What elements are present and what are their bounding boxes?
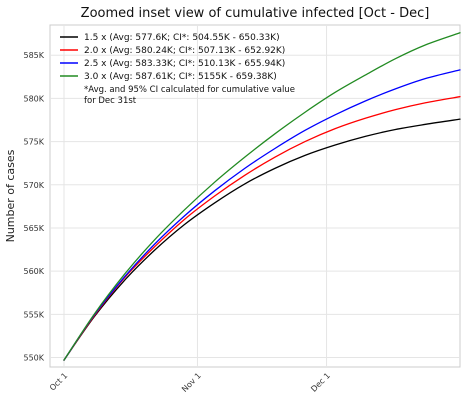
x-tick-label: Oct 1 <box>48 371 70 393</box>
y-tick-label: 585K <box>23 51 44 60</box>
legend-entry: 3.0 x (Avg: 587.61K; CI*: 5155K - 659.38… <box>84 72 277 82</box>
series-line-1 <box>63 118 461 361</box>
x-tick-label: Nov 1 <box>180 371 203 394</box>
y-tick-label: 560K <box>23 267 44 276</box>
y-axis-title: Number of cases <box>4 149 17 242</box>
series-line-4 <box>63 32 461 361</box>
legend-entry: 1.5 x (Avg: 577.6K; CI*: 504.55K - 650.3… <box>84 33 280 43</box>
legend-layer: 1.5 x (Avg: 577.6K; CI*: 504.55K - 650.3… <box>60 33 295 106</box>
y-tick-label: 555K <box>23 310 44 319</box>
x-tick-label: Dec 1 <box>309 371 332 394</box>
legend-note-line: *Avg. and 95% CI calculated for cumulati… <box>84 85 295 95</box>
grid-layer <box>49 24 461 368</box>
y-tick-label: 550K <box>23 354 44 363</box>
y-tick-label: 570K <box>23 181 44 190</box>
series-layer <box>63 32 461 361</box>
y-tick-label: 575K <box>23 138 44 147</box>
y-tick-label: 565K <box>23 224 44 233</box>
legend-entry: 2.0 x (Avg: 580.24K; CI*: 507.13K - 652.… <box>84 46 285 56</box>
y-tick-label: 580K <box>23 94 44 103</box>
legend-entry: 2.5 x (Avg: 583.33K; CI*: 510.13K - 655.… <box>84 59 285 69</box>
legend-note-line: for Dec 31st <box>84 96 137 106</box>
chart-title: Zoomed inset view of cumulative infected… <box>81 6 430 21</box>
plot-frame <box>49 24 461 368</box>
series-line-3 <box>63 69 461 361</box>
